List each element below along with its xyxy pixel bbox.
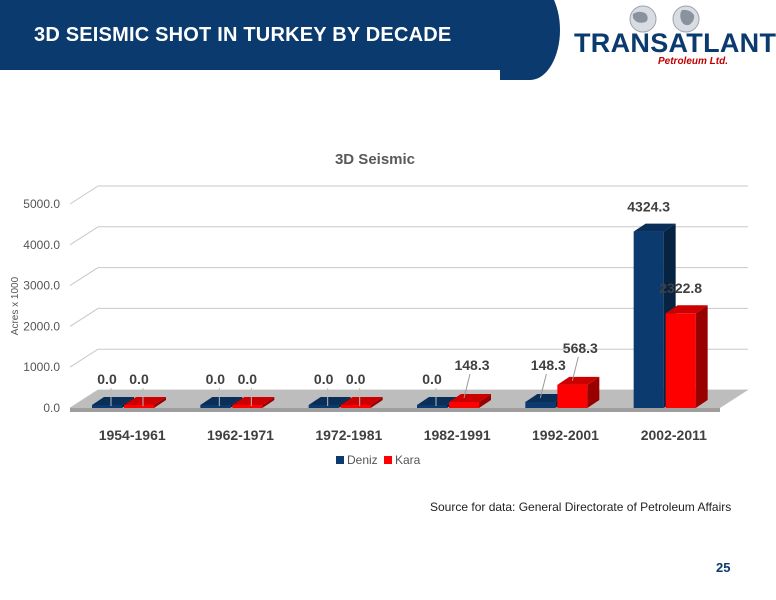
x-tick-label: 1982-1991 <box>424 427 491 443</box>
y-tick-label: 5000.0 <box>23 197 60 211</box>
y-tick-label: 2000.0 <box>23 319 60 333</box>
chart-title: 3D Seismic <box>335 151 415 168</box>
y-tick-label: 0.0 <box>43 401 60 415</box>
header-band <box>0 0 526 70</box>
bar-deniz <box>92 405 122 408</box>
data-label: 568.3 <box>563 340 598 356</box>
source-note: Source for data: General Directorate of … <box>430 500 732 514</box>
legend-label-kara: Kara <box>395 453 421 467</box>
globe-icon <box>629 5 657 33</box>
bar-top-kara <box>232 397 275 405</box>
data-label: 4324.3 <box>627 199 670 215</box>
globe-icon <box>672 5 700 33</box>
legend-swatch-kara <box>384 456 392 464</box>
bar-kara <box>449 401 479 408</box>
bar-deniz <box>525 401 556 408</box>
chart-floor-edge <box>70 408 720 412</box>
gridline-depth <box>69 307 99 327</box>
data-label: 0.0 <box>238 371 258 387</box>
bar-top-deniz <box>633 223 676 232</box>
data-label: 148.3 <box>454 357 489 373</box>
y-tick-label: 1000.0 <box>23 360 60 374</box>
logo-wordmark: TRANSATLANTIC <box>574 28 776 58</box>
x-tick-label: 1962-1971 <box>207 427 274 443</box>
bar-kara <box>557 384 588 408</box>
bar-deniz <box>308 405 339 408</box>
bar-side-kara <box>587 376 600 408</box>
bar-kara <box>232 405 263 408</box>
bar-side-kara <box>479 393 491 408</box>
data-label: 0.0 <box>129 371 149 387</box>
bar-side-kara <box>695 305 708 408</box>
bar-side-kara <box>370 397 383 408</box>
company-logo: TRANSATLANTIC Petroleum Ltd. <box>570 4 776 68</box>
bar-side-kara <box>262 397 275 408</box>
bar-top-kara <box>340 397 383 405</box>
data-label-leader <box>463 373 471 399</box>
data-label: 0.0 <box>422 371 442 387</box>
bar-top-deniz <box>200 397 243 405</box>
bar-top-kara <box>557 376 600 385</box>
gridline-depth <box>69 348 99 368</box>
x-tick-label: 1954-1961 <box>99 427 166 443</box>
legend-swatch-deniz <box>336 456 344 464</box>
bar-top-deniz <box>525 393 568 402</box>
bar-kara <box>665 313 696 408</box>
gridline-depth <box>69 267 99 287</box>
bar-top-kara <box>449 393 491 402</box>
gridline-depth <box>69 185 99 205</box>
bar-top-deniz <box>92 397 134 405</box>
bar-top-kara <box>665 305 708 314</box>
data-label-leader <box>539 373 547 399</box>
x-tick-label: 1972-1981 <box>315 427 382 443</box>
slide-title: 3D SEISMIC SHOT IN TURKEY BY DECADE <box>34 24 452 46</box>
bar-top-kara <box>124 397 166 405</box>
legend-label-deniz: Deniz <box>347 453 378 467</box>
data-label: 0.0 <box>97 371 117 387</box>
bar-kara <box>124 405 154 408</box>
data-label: 2322.8 <box>659 280 702 296</box>
y-tick-label: 3000.0 <box>23 279 60 293</box>
data-label: 0.0 <box>314 371 334 387</box>
data-label: 148.3 <box>531 357 566 373</box>
bar-top-deniz <box>417 397 459 405</box>
data-label-leader <box>571 356 579 381</box>
gridline-depth <box>69 226 99 246</box>
y-axis-label: Acres x 1000 <box>10 276 21 335</box>
bar-side-kara <box>154 397 166 408</box>
bar-kara <box>340 405 371 408</box>
x-tick-label: 2002-2011 <box>641 427 707 443</box>
bar-deniz <box>417 405 447 408</box>
logo-subtitle: Petroleum Ltd. <box>658 56 729 67</box>
bar-deniz <box>633 231 664 408</box>
bar-deniz <box>200 405 231 408</box>
y-tick-label: 4000.0 <box>23 238 60 252</box>
page-number: 25 <box>716 560 731 575</box>
data-label: 0.0 <box>346 371 366 387</box>
bar-top-deniz <box>308 397 351 405</box>
data-label: 0.0 <box>206 371 226 387</box>
x-tick-label: 1992-2001 <box>532 427 599 443</box>
